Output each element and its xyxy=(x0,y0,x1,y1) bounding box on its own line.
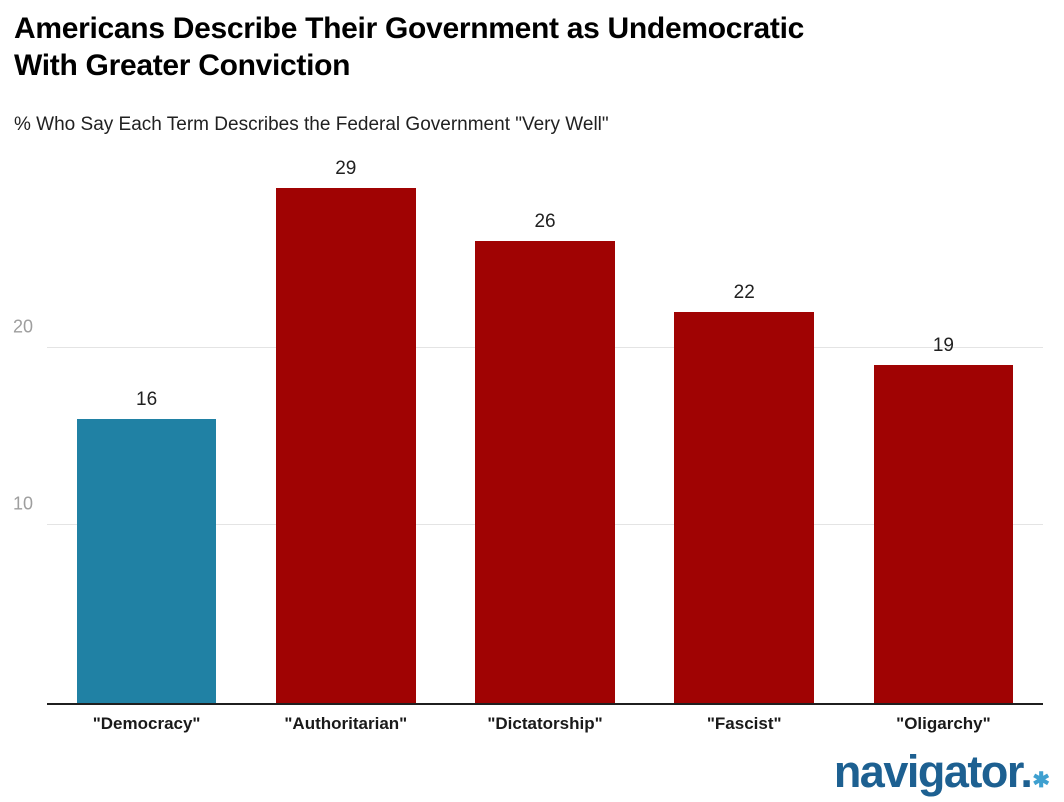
bar-chart: 16 29 26 22 19 xyxy=(13,158,1043,734)
bar-democracy xyxy=(76,418,217,703)
bar-value-label: 22 xyxy=(733,282,755,304)
x-axis-label-oligarchy: "Oligarchy" xyxy=(896,714,991,733)
x-axis-label-authoritarian: "Authoritarian" xyxy=(284,714,408,733)
bar-fascist xyxy=(674,312,814,703)
bar-value-label: 16 xyxy=(136,388,158,410)
bar-dictatorship xyxy=(475,241,615,703)
chart-title-line2: With Greater Conviction xyxy=(14,49,351,82)
bars-row: 16 29 26 22 19 xyxy=(47,158,1043,703)
x-axis-label-dictatorship: "Dictatorship" xyxy=(487,714,603,733)
bar-group-dictatorship: 26 xyxy=(445,170,644,703)
x-axis-labels: "Democracy" "Authoritarian" "Dictatorshi… xyxy=(47,705,1043,734)
plot-area: 16 29 26 22 19 xyxy=(13,158,1043,705)
y-axis-tick-label-10: 10 xyxy=(12,493,33,514)
bar-group-democracy: 16 xyxy=(47,170,246,703)
navigator-logo-text: navigator. xyxy=(833,746,1033,797)
bar-value-label: 26 xyxy=(534,211,556,233)
bar-group-oligarchy: 19 xyxy=(844,170,1043,703)
bar-group-authoritarian: 29 xyxy=(246,158,445,703)
bar-value-label: 29 xyxy=(335,157,357,179)
navigator-logo: navigator.✱ xyxy=(834,746,1050,798)
y-axis-tick-label-20: 20 xyxy=(12,316,33,337)
bar-value-label: 19 xyxy=(932,335,954,357)
bar-group-fascist: 22 xyxy=(645,170,844,703)
bar-oligarchy xyxy=(873,365,1014,703)
navigator-logo-star-icon: ✱ xyxy=(1032,769,1050,792)
bar-authoritarian xyxy=(276,187,416,703)
chart-title: Americans Describe Their Government as U… xyxy=(14,10,1064,84)
chart-subtitle: % Who Say Each Term Describes the Federa… xyxy=(14,114,609,135)
x-axis-label-fascist: "Fascist" xyxy=(706,714,782,733)
chart-title-line1: Americans Describe Their Government as U… xyxy=(14,12,804,45)
x-axis-label-democracy: "Democracy" xyxy=(92,714,201,733)
